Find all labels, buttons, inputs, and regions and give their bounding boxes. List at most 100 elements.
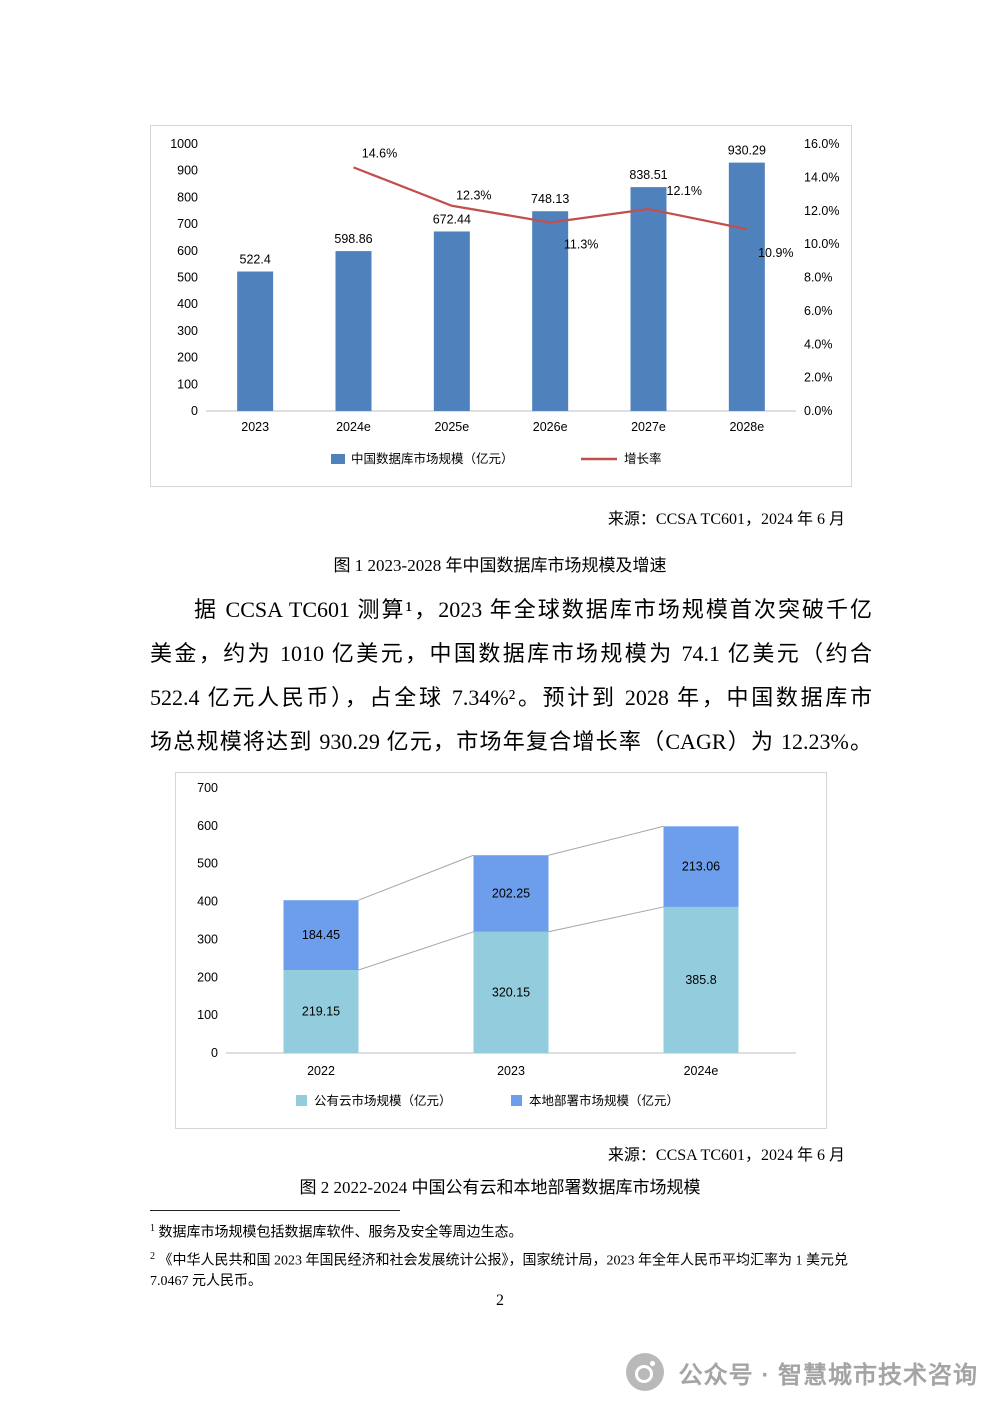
legend-on-premises-label: 本地部署市场规模（亿元） bbox=[529, 1093, 679, 1108]
x-tick-label: 2027e bbox=[631, 420, 666, 434]
y-left-tick-label: 600 bbox=[177, 244, 198, 258]
growth-rate-label: 12.1% bbox=[667, 184, 702, 198]
y-left-tick-label: 200 bbox=[177, 351, 198, 365]
legend-public-cloud-swatch bbox=[296, 1095, 307, 1106]
y-right-tick-label: 14.0% bbox=[804, 170, 839, 184]
figure2-caption: 图 2 2022-2024 中国公有云和本地部署数据库市场规模 bbox=[299, 1178, 701, 1197]
y-left-tick-label: 0 bbox=[191, 404, 198, 418]
watermark-text: 公众号 · 智慧城市技术咨询 bbox=[678, 1361, 978, 1389]
figure2-source: 来源：CCSA TC601，2024 年 6 月 bbox=[607, 1147, 845, 1164]
y-right-tick-label: 8.0% bbox=[804, 271, 833, 285]
on-premises-segment bbox=[283, 900, 359, 971]
y-left-tick-label: 400 bbox=[177, 297, 198, 311]
footnote-2-text: 《中华人民共和国 2023 年国民经济和社会发展统计公报》，国家统计局，2023… bbox=[150, 1253, 848, 1290]
x-tick-label: 2023 bbox=[241, 420, 269, 434]
public-cloud-segment bbox=[663, 906, 739, 1053]
figure1-source: 来源：CCSA TC601，2024 年 6 月 bbox=[607, 511, 845, 528]
legend-on-premises-swatch bbox=[511, 1095, 522, 1106]
market-size-bar bbox=[532, 211, 569, 411]
bar-value-label: 838.51 bbox=[629, 168, 667, 182]
y-tick-label: 100 bbox=[197, 1008, 218, 1022]
paragraph-line: 场总规模将达到 930.29 亿元，市场年复合增长率（CAGR）为 12.23%… bbox=[150, 729, 872, 754]
on-premises-value-label: 202.25 bbox=[492, 887, 530, 901]
y-tick-label: 300 bbox=[197, 932, 218, 946]
y-left-tick-label: 900 bbox=[177, 164, 198, 178]
y-tick-label: 500 bbox=[197, 857, 218, 871]
bar-value-label: 522.4 bbox=[240, 253, 271, 267]
market-size-bar bbox=[335, 251, 372, 411]
public-cloud-value-label: 385.8 bbox=[685, 973, 716, 987]
public-cloud-value-label: 219.15 bbox=[302, 1005, 340, 1019]
growth-rate-label: 11.3% bbox=[564, 237, 599, 251]
page-number: 2 bbox=[496, 1292, 504, 1309]
paragraph-line: 据 CCSA TC601 测算¹，2023 年全球数据库市场规模首次突破千亿 bbox=[194, 597, 872, 622]
public-cloud-segment bbox=[473, 931, 549, 1053]
footnotes: 1 数据库市场规模包括数据库软件、服务及安全等周边生态。 2 《中华人民共和国 … bbox=[150, 1210, 878, 1294]
growth-rate-line bbox=[353, 166, 748, 231]
y-tick-label: 200 bbox=[197, 970, 218, 984]
y-left-tick-label: 500 bbox=[177, 271, 198, 285]
bar-value-label: 598.86 bbox=[334, 232, 372, 246]
legend-public-cloud-label: 公有云市场规模（亿元） bbox=[314, 1093, 452, 1108]
bar-value-label: 748.13 bbox=[531, 192, 569, 206]
x-tick-label: 2025e bbox=[434, 420, 469, 434]
growth-rate-label: 10.9% bbox=[758, 246, 793, 260]
figure1-caption: 图 1 2023-2028 年中国数据库市场规模及增速 bbox=[333, 556, 667, 575]
on-premises-value-label: 184.45 bbox=[302, 928, 340, 942]
y-right-tick-label: 16.0% bbox=[804, 137, 839, 151]
public-cloud-value-label: 320.15 bbox=[492, 985, 530, 999]
series-connector-line bbox=[548, 825, 664, 856]
y-right-tick-label: 6.0% bbox=[804, 304, 833, 318]
y-right-tick-label: 2.0% bbox=[804, 371, 833, 385]
series-connector-line bbox=[358, 854, 474, 901]
on-premises-segment bbox=[663, 826, 739, 907]
footnote-1: 1 数据库市场规模包括数据库软件、服务及安全等周边生态。 bbox=[150, 1218, 878, 1244]
watermark: 公众号 · 智慧城市技术咨询 bbox=[625, 1352, 978, 1392]
y-left-tick-label: 300 bbox=[177, 324, 198, 338]
y-tick-label: 600 bbox=[197, 819, 218, 833]
y-tick-label: 400 bbox=[197, 895, 218, 909]
bar-value-label: 930.29 bbox=[728, 144, 766, 158]
figure-1: 0 100 200 300 400 500 600 700 800 900 1000 0.0% 2.0%… bbox=[150, 125, 852, 487]
y-left-tick-label: 700 bbox=[177, 217, 198, 231]
paragraph-line: 522.4 亿元人民币），占全球 7.34%²。预计到 2028 年，中国数据库… bbox=[150, 685, 872, 710]
paragraph-line: 美金，约为 1010 亿美元，中国数据库市场规模为 74.1 亿美元（约合 bbox=[150, 641, 872, 666]
y-right-tick-label: 10.0% bbox=[804, 237, 839, 251]
public-cloud-segment bbox=[283, 970, 359, 1053]
market-size-bar bbox=[728, 162, 765, 411]
y-left-tick-label: 1000 bbox=[170, 137, 198, 151]
market-size-bar bbox=[237, 271, 274, 411]
legend-bar-swatch bbox=[331, 454, 345, 464]
bar-value-label: 672.44 bbox=[433, 212, 471, 226]
y-tick-label: 700 bbox=[197, 781, 218, 795]
market-size-bar bbox=[630, 187, 667, 411]
wechat-logo-icon bbox=[625, 1352, 665, 1392]
x-tick-label: 2024e bbox=[684, 1064, 719, 1078]
on-premises-segment bbox=[473, 855, 549, 932]
y-left-tick-label: 800 bbox=[177, 190, 198, 204]
footnote-2: 2 《中华人民共和国 2023 年国民经济和社会发展统计公报》，国家统计局，20… bbox=[150, 1246, 878, 1293]
growth-rate-label: 14.6% bbox=[362, 146, 397, 160]
figure2-chart: 0 100 200 300 400 500 600 700 219.15 184.45 2022 32… bbox=[197, 781, 796, 1108]
y-right-tick-label: 0.0% bbox=[804, 404, 833, 418]
y-left-tick-label: 100 bbox=[177, 377, 198, 391]
x-tick-label: 2028e bbox=[729, 420, 764, 434]
figure-2: 0 100 200 300 400 500 600 700 219.15 184.45 2022 32… bbox=[175, 772, 827, 1129]
footnote-2-marker: 2 bbox=[150, 1250, 155, 1262]
legend-bar-label: 中国数据库市场规模（亿元） bbox=[351, 451, 514, 466]
market-size-bar bbox=[433, 231, 470, 411]
footnote-divider bbox=[150, 1210, 400, 1211]
x-tick-label: 2026e bbox=[533, 420, 568, 434]
y-tick-label: 0 bbox=[211, 1046, 218, 1060]
footnote-1-text: 数据库市场规模包括数据库软件、服务及安全等周边生态。 bbox=[158, 1225, 523, 1241]
body-paragraph: 据 CCSA TC601 测算¹，2023 年全球数据库市场规模首次突破千亿 美… bbox=[150, 588, 872, 764]
x-tick-label: 2024e bbox=[336, 420, 371, 434]
series-connector-line bbox=[358, 931, 474, 971]
y-right-tick-label: 12.0% bbox=[804, 204, 839, 218]
on-premises-value-label: 213.06 bbox=[682, 860, 720, 874]
legend-line-label: 增长率 bbox=[624, 451, 662, 466]
x-tick-label: 2023 bbox=[497, 1064, 525, 1078]
x-tick-label: 2022 bbox=[307, 1064, 335, 1078]
footnote-1-marker: 1 bbox=[150, 1223, 155, 1234]
